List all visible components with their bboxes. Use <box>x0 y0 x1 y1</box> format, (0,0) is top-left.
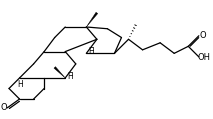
Text: OH: OH <box>198 53 211 62</box>
Text: H̅: H̅ <box>88 47 94 56</box>
Text: H: H <box>17 80 23 89</box>
Text: H̅: H̅ <box>67 72 73 81</box>
Text: O: O <box>199 31 206 40</box>
Polygon shape <box>54 67 65 78</box>
Polygon shape <box>86 12 98 27</box>
Text: O: O <box>1 103 7 112</box>
